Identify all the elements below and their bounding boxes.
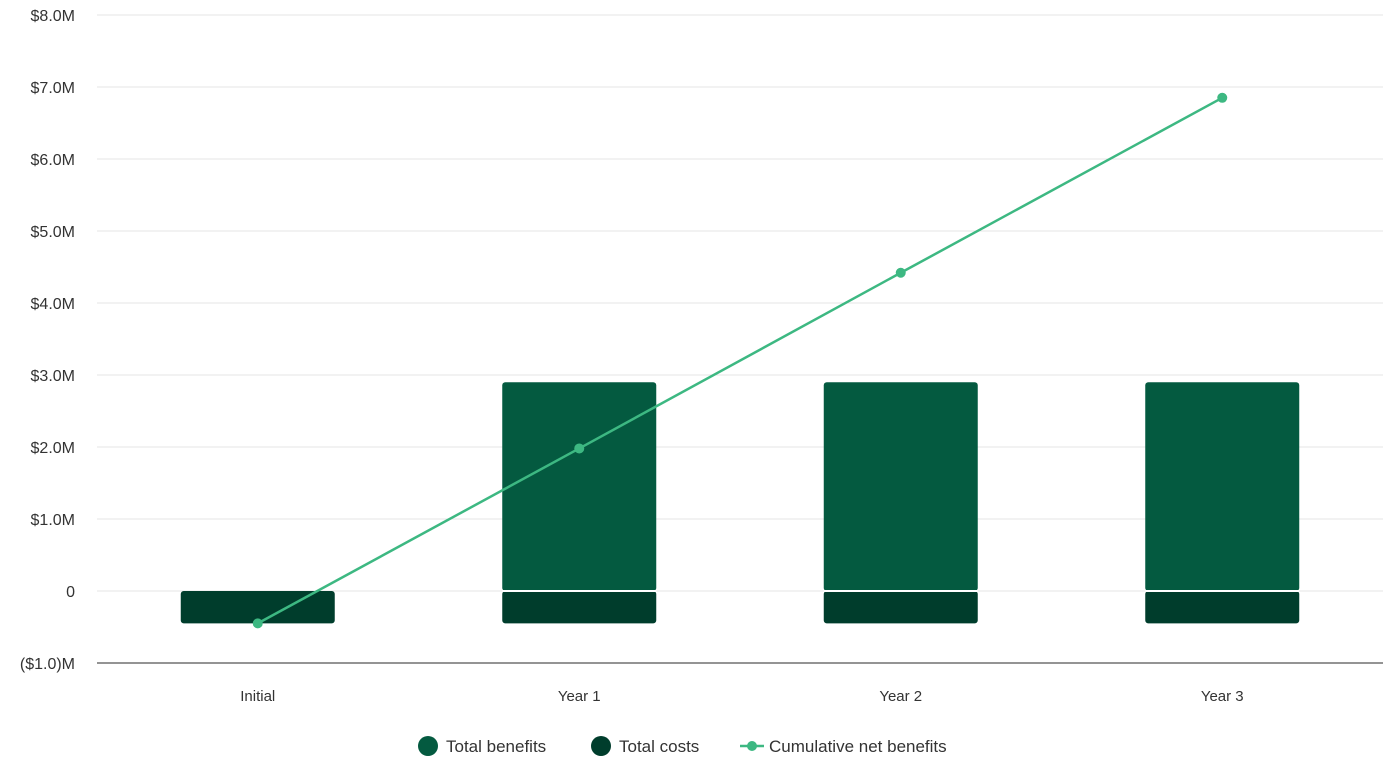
legend: Total benefits Total costs Cumulative net … — [418, 736, 947, 756]
total-costs-bar — [502, 591, 657, 624]
legend-marker — [591, 736, 611, 756]
cumulative-net-benefits-point — [252, 618, 263, 629]
legend-marker — [747, 741, 757, 751]
cumulative-net-benefits-point — [895, 267, 906, 278]
x-tick-label: Year 2 — [879, 688, 922, 705]
y-tick-label: $3.0M — [31, 368, 75, 385]
cumulative-net-benefits-line — [257, 96, 1223, 625]
total-benefits-bar — [1145, 382, 1300, 591]
y-tick-label: $6.0M — [31, 152, 75, 169]
x-tick-label: Year 3 — [1201, 688, 1244, 705]
y-tick-label: $8.0M — [31, 8, 75, 25]
cumulative-net-benefits-point — [574, 443, 585, 454]
x-axis-tick-labels: Initial Year 1 Year 2 Year 3 — [240, 688, 1243, 705]
y-tick-label: $7.0M — [31, 80, 75, 97]
x-tick-label: Initial — [240, 688, 275, 705]
y-tick-label: $4.0M — [31, 296, 75, 313]
y-tick-label: $2.0M — [31, 440, 75, 457]
cumulative-line-series — [252, 92, 1228, 629]
total-costs-bar — [180, 591, 335, 624]
y-tick-label: ($1.0)M — [20, 656, 75, 673]
legend-label: Total costs — [619, 737, 699, 756]
y-axis-tick-labels: ($1.0)M 0 $1.0M $2.0M $3.0M $4.0M $5.0M $6.0M $7… — [20, 8, 75, 673]
legend-marker — [418, 736, 438, 756]
cumulative-net-benefits-point — [1217, 92, 1228, 103]
total-benefits-bar — [823, 382, 978, 591]
x-tick-label: Year 1 — [558, 688, 601, 705]
gridlines — [97, 14, 1383, 592]
total-costs-bar — [823, 591, 978, 624]
bars — [180, 382, 1300, 624]
legend-label: Cumulative net benefits — [769, 737, 947, 756]
y-tick-label: $5.0M — [31, 224, 75, 241]
y-tick-label: 0 — [66, 584, 75, 601]
total-benefits-bar — [502, 382, 657, 591]
total-costs-bar — [1145, 591, 1300, 624]
legend-label: Total benefits — [446, 737, 546, 756]
y-tick-label: $1.0M — [31, 512, 75, 529]
